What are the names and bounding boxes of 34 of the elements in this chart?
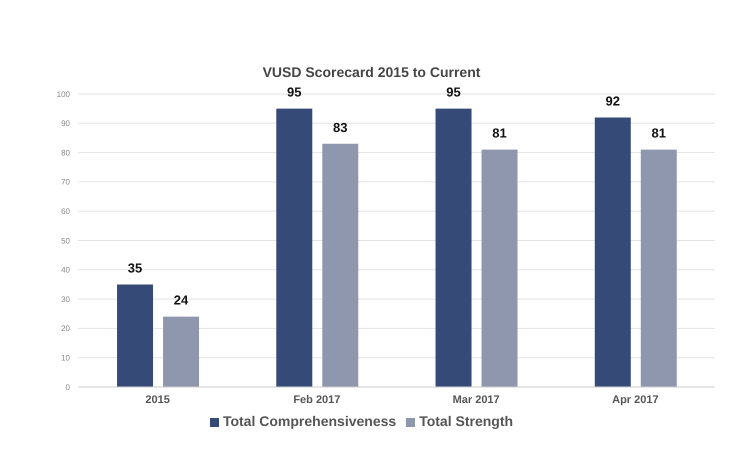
data-label: 92 [606, 93, 620, 108]
legend-label: Total Strength [419, 413, 514, 429]
y-tick-label: 30 [61, 294, 71, 304]
y-tick-label: 100 [56, 90, 71, 99]
bar [640, 150, 677, 387]
data-label: 95 [446, 84, 461, 100]
chart-title: VUSD Scorecard 2015 to Current [262, 63, 482, 82]
bar [482, 150, 518, 387]
x-tick-label: Feb 2017 [293, 394, 340, 406]
bar [276, 108, 312, 387]
y-tick-label: 50 [61, 236, 71, 246]
y-tick-label: 40 [61, 266, 71, 275]
y-tick-label: 20 [61, 324, 71, 334]
data-label: 95 [287, 84, 302, 100]
legend-label: Total Comprehensiveness [222, 413, 396, 429]
bar [436, 108, 472, 387]
y-tick-label: 0 [66, 382, 71, 392]
x-tick-label: Apr 2017 [612, 394, 659, 406]
data-label: 81 [652, 126, 666, 141]
data-label: 35 [128, 260, 142, 276]
bar [117, 284, 154, 387]
x-tick-label: 2015 [145, 394, 170, 406]
bar [163, 316, 200, 387]
y-tick-label: 90 [61, 119, 71, 128]
bar [322, 144, 358, 387]
bar [594, 117, 631, 387]
y-tick-label: 60 [61, 207, 71, 216]
y-tick-label: 10 [61, 354, 71, 363]
data-label: 24 [174, 292, 190, 308]
y-tick-label: 80 [61, 148, 71, 158]
data-label: 81 [492, 126, 507, 141]
x-tick-label: Mar 2017 [452, 394, 500, 406]
y-tick-label: 70 [61, 178, 71, 187]
data-label: 83 [333, 120, 348, 135]
